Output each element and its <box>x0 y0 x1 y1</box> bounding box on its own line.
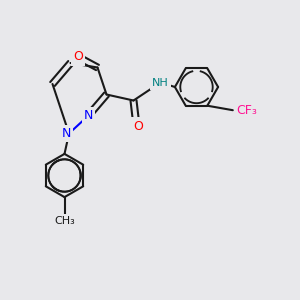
Text: CF₃: CF₃ <box>236 104 257 117</box>
Text: NH: NH <box>152 77 169 88</box>
Text: CH₃: CH₃ <box>54 216 75 226</box>
Text: O: O <box>73 50 83 64</box>
Text: N: N <box>84 109 93 122</box>
Text: N: N <box>61 127 71 140</box>
Text: O: O <box>133 119 143 133</box>
